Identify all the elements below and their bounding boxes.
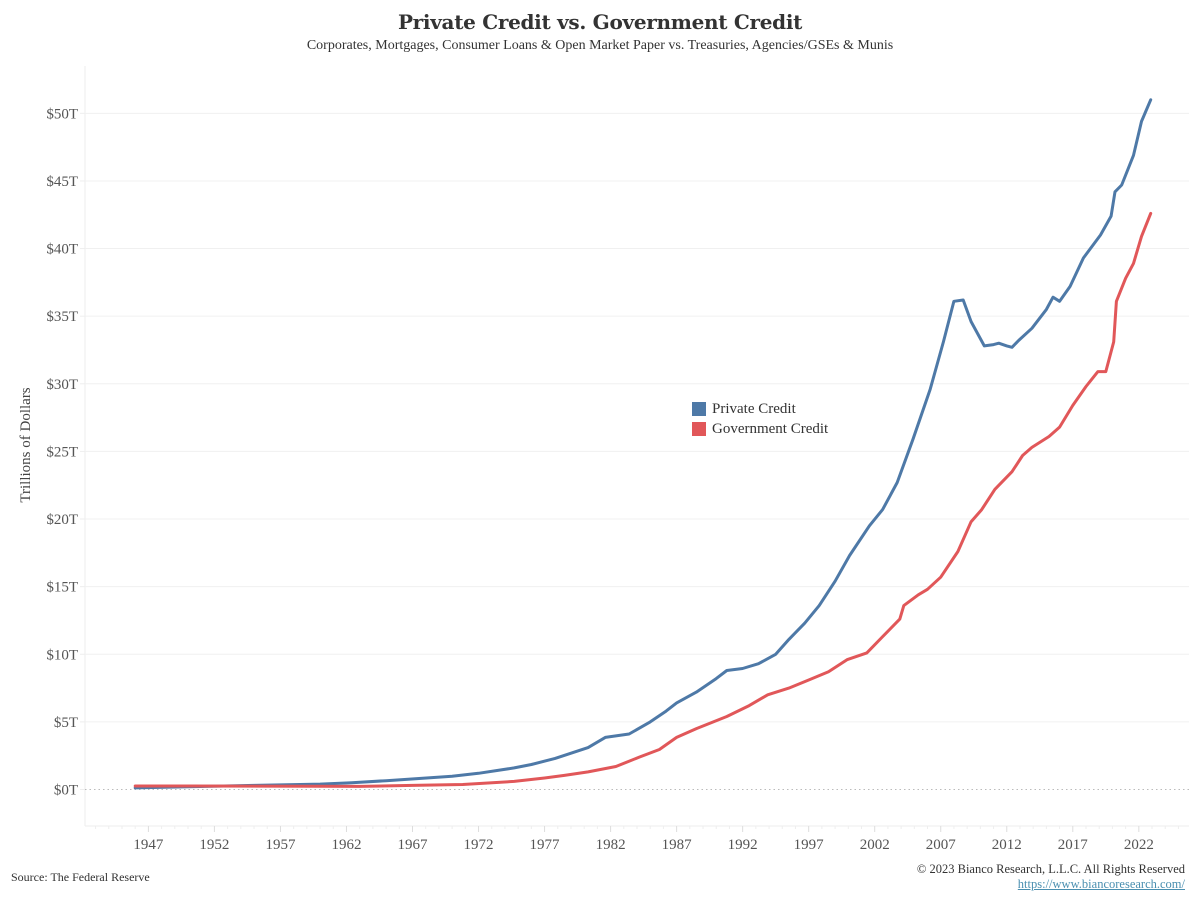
- legend: Private Credit Government Credit: [692, 399, 828, 439]
- x-tick-label: 1992: [728, 837, 758, 853]
- x-tick-label: 1997: [794, 837, 825, 853]
- website-link[interactable]: https://www.biancoresearch.com/: [1017, 877, 1185, 891]
- x-tick-label: 2017: [1058, 837, 1089, 853]
- x-tick-label: 1967: [398, 837, 429, 853]
- x-tick-label: 2007: [926, 837, 957, 853]
- chart-title: Private Credit vs. Government Credit: [397, 10, 803, 34]
- y-tick-label: $45T: [46, 174, 78, 190]
- y-axis-title: Trillions of Dollars: [18, 387, 34, 502]
- x-tick-label: 2012: [992, 837, 1022, 853]
- y-tick-label: $25T: [46, 444, 78, 460]
- source-note: Source: The Federal Reserve: [11, 870, 150, 884]
- x-tick-label: 1977: [530, 837, 561, 853]
- x-tick-label: 1947: [133, 837, 164, 853]
- y-tick-label: $10T: [46, 647, 78, 663]
- y-tick-label: $20T: [46, 512, 78, 528]
- legend-swatch-government-credit: [692, 422, 706, 436]
- gridlines: [85, 112, 1189, 790]
- y-tick-label: $50T: [46, 106, 78, 122]
- x-axis: 1947 1952 1957 1962 1967 1972 1977 1982 1987 1992…: [95, 826, 1179, 853]
- plot-frame: [84, 66, 1189, 827]
- y-tick-label: $0T: [54, 782, 78, 798]
- x-tick-label: 1987: [662, 837, 693, 853]
- y-tick-label: $15T: [46, 580, 78, 596]
- series-lines: [133, 98, 1153, 790]
- legend-swatch-private-credit: [692, 402, 706, 416]
- x-tick-label: 1952: [199, 837, 229, 853]
- x-tick-label: 1982: [596, 837, 626, 853]
- chart-subtitle: Corporates, Mortgages, Consumer Loans & …: [306, 38, 894, 53]
- series-line-private-credit: [133, 98, 1153, 790]
- y-tick-label: $30T: [46, 377, 78, 393]
- y-tick-label: $40T: [46, 242, 78, 258]
- legend-item-private-credit[interactable]: Private Credit: [692, 399, 828, 419]
- legend-label: Private Credit: [712, 400, 796, 417]
- copyright-text: © 2023 Bianco Research, L.L.C. All Right…: [916, 862, 1185, 876]
- x-tick-label: 2002: [860, 837, 890, 853]
- series-line-government-credit: [133, 211, 1153, 788]
- y-tick-label: $35T: [46, 309, 78, 325]
- legend-label: Government Credit: [712, 420, 829, 437]
- x-tick-label: 1972: [464, 837, 494, 853]
- legend-item-government-credit[interactable]: Government Credit: [692, 419, 828, 439]
- x-tick-label: 1962: [331, 837, 361, 853]
- x-tick-label: 1957: [265, 837, 296, 853]
- y-axis: $0T $5T $10T $15T $20T $25T $30T $35T $40T $45T $5…: [46, 106, 85, 798]
- x-tick-label: 2022: [1124, 837, 1154, 853]
- copyright-block: © 2023 Bianco Research, L.L.C. All Right…: [917, 862, 1185, 892]
- y-tick-label: $5T: [54, 715, 78, 731]
